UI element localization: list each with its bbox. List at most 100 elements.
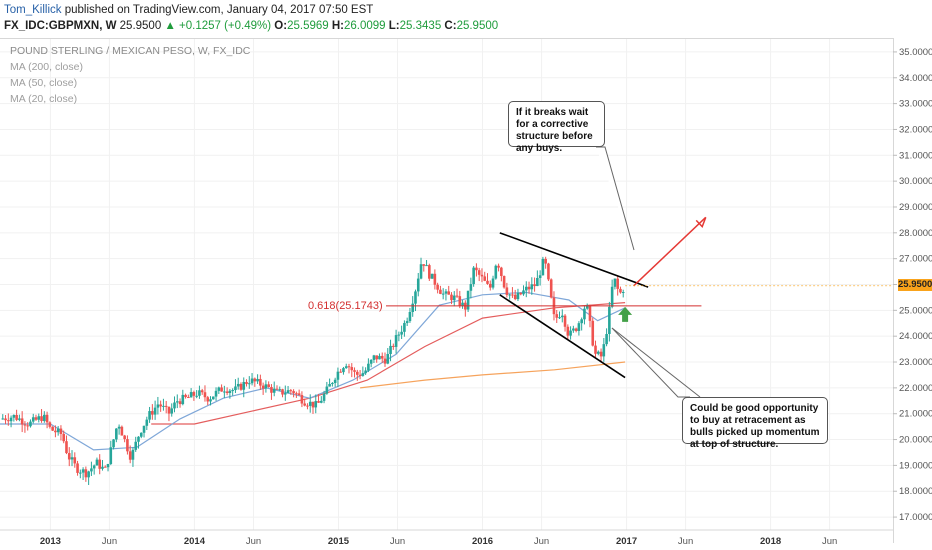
candle-body bbox=[200, 390, 204, 393]
candle-body bbox=[92, 465, 96, 469]
candle-body bbox=[527, 286, 531, 290]
candle-body bbox=[220, 387, 223, 392]
candle-body bbox=[613, 278, 617, 287]
candle-body bbox=[7, 420, 10, 422]
candle-body bbox=[422, 264, 426, 266]
candle-body bbox=[505, 287, 509, 295]
candle-body bbox=[300, 395, 304, 404]
candle-body bbox=[566, 326, 570, 336]
candle-body bbox=[480, 274, 484, 277]
y-tick-label: 20.0000 bbox=[899, 435, 932, 446]
candle-body bbox=[259, 378, 262, 386]
candle-body bbox=[90, 468, 93, 472]
candle-body bbox=[26, 425, 29, 427]
candle-body bbox=[101, 466, 104, 469]
candle-body bbox=[84, 469, 88, 478]
candle-body bbox=[530, 284, 534, 290]
chart-frame[interactable] bbox=[0, 38, 894, 543]
candle-body bbox=[486, 280, 489, 284]
candle-body bbox=[297, 393, 301, 396]
candle-body bbox=[544, 258, 547, 264]
candle-body bbox=[494, 265, 498, 279]
candle-body bbox=[181, 394, 185, 405]
candle-body bbox=[192, 392, 196, 396]
publish-line: Tom_Killick published on TradingView.com… bbox=[4, 4, 373, 16]
candle-body bbox=[51, 426, 54, 431]
candle-body bbox=[314, 401, 318, 408]
candle-body bbox=[31, 417, 35, 422]
candle-body bbox=[461, 302, 464, 306]
candle-body bbox=[228, 390, 232, 393]
candle-body bbox=[599, 351, 603, 357]
candle-body bbox=[206, 397, 210, 402]
candle-body bbox=[342, 368, 345, 373]
candle-body bbox=[502, 276, 506, 288]
legend-ma200[interactable]: MA (200, close) bbox=[10, 61, 83, 73]
candle-body bbox=[198, 390, 201, 396]
candle-body bbox=[117, 426, 121, 429]
candle-body bbox=[65, 441, 68, 454]
candle-body bbox=[45, 414, 49, 423]
candle-body bbox=[325, 386, 329, 394]
candle-body bbox=[123, 435, 126, 440]
candle-body bbox=[472, 267, 475, 285]
candle-body bbox=[67, 453, 71, 460]
candle-body bbox=[34, 417, 38, 420]
candle-body bbox=[621, 292, 625, 294]
candle-body bbox=[547, 263, 550, 280]
candle-body bbox=[40, 416, 43, 421]
candle-body bbox=[380, 355, 384, 359]
candle-body bbox=[170, 408, 174, 414]
candle-body bbox=[397, 334, 401, 336]
candle-body bbox=[513, 294, 517, 300]
candle-body bbox=[59, 428, 63, 434]
candle-body bbox=[441, 293, 445, 295]
candle-body bbox=[128, 451, 132, 460]
chart-legend: POUND STERLING / MEXICAN PESO, W, FX_IDC… bbox=[10, 43, 250, 107]
candle-body bbox=[79, 472, 82, 474]
note-bottom[interactable]: Could be good opportunity to buy at retr… bbox=[682, 397, 828, 450]
candle-body bbox=[378, 355, 381, 360]
candle-body bbox=[549, 279, 553, 298]
candle-body bbox=[139, 432, 143, 437]
candle-body bbox=[538, 275, 542, 279]
candle-body bbox=[558, 317, 561, 319]
legend-ma20[interactable]: MA (20, close) bbox=[10, 93, 78, 105]
candle-body bbox=[283, 393, 287, 395]
y-tick-label: 29.0000 bbox=[899, 202, 932, 213]
candle-body bbox=[162, 405, 165, 407]
publish-info: published on TradingView.com, January 04… bbox=[64, 4, 374, 16]
note-top[interactable]: If it breaks wait for a corrective struc… bbox=[508, 101, 605, 154]
axes: 17.0000 18.0000 19.0000 20.0000 21.0000 22.00… bbox=[0, 47, 932, 547]
y-tick-label: 23.0000 bbox=[899, 357, 932, 368]
x-tick-label: Jun bbox=[678, 536, 693, 547]
projection-arrow-head bbox=[695, 217, 707, 229]
candle-body bbox=[608, 306, 611, 335]
y-tick-label: 30.0000 bbox=[899, 176, 932, 187]
candle-body bbox=[488, 283, 492, 288]
candle-body bbox=[469, 284, 473, 291]
candle-body bbox=[444, 291, 448, 294]
candle-body bbox=[580, 319, 583, 324]
candle-body bbox=[187, 397, 190, 399]
candle-body bbox=[497, 265, 500, 268]
candle-body bbox=[428, 265, 431, 279]
legend-ma50[interactable]: MA (50, close) bbox=[10, 77, 78, 89]
candle-body bbox=[458, 296, 462, 306]
candle-body bbox=[115, 428, 118, 440]
candle-body bbox=[333, 379, 337, 384]
low-value: 25.3435 bbox=[399, 20, 442, 32]
candle-body bbox=[364, 370, 367, 374]
candle-body bbox=[225, 391, 229, 393]
note-top-pointer bbox=[596, 146, 635, 251]
candle-body bbox=[541, 258, 545, 276]
author-link[interactable]: Tom_Killick bbox=[4, 4, 62, 16]
candle-body bbox=[588, 305, 592, 321]
candle-body bbox=[569, 330, 572, 336]
candle-body bbox=[331, 383, 334, 385]
candle-body bbox=[142, 425, 146, 433]
candle-body bbox=[594, 345, 597, 354]
x-tick-label: 2013 bbox=[40, 536, 61, 547]
open-value: 25.5969 bbox=[287, 20, 329, 32]
